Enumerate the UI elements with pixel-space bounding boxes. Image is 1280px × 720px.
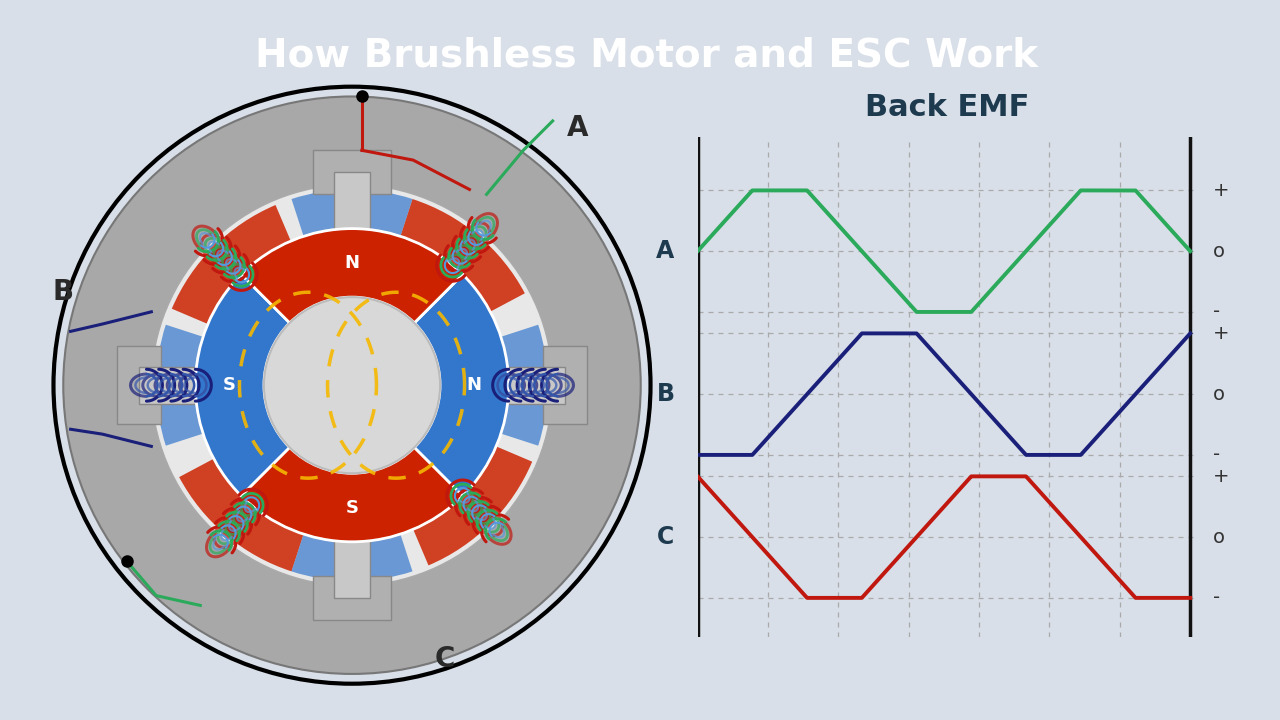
Text: -: - bbox=[1213, 588, 1220, 608]
Text: B: B bbox=[52, 278, 74, 306]
Wedge shape bbox=[156, 325, 352, 446]
Wedge shape bbox=[241, 448, 463, 541]
Polygon shape bbox=[312, 150, 392, 194]
Wedge shape bbox=[241, 228, 463, 323]
Text: o: o bbox=[1213, 528, 1225, 546]
Wedge shape bbox=[352, 325, 548, 446]
Polygon shape bbox=[334, 172, 370, 265]
Text: N: N bbox=[344, 254, 360, 272]
Polygon shape bbox=[140, 367, 232, 403]
Text: o: o bbox=[1213, 384, 1225, 404]
Wedge shape bbox=[292, 189, 412, 385]
Text: -: - bbox=[1213, 302, 1220, 321]
Wedge shape bbox=[415, 274, 508, 496]
Text: +: + bbox=[1213, 181, 1230, 200]
Text: +: + bbox=[1213, 467, 1230, 486]
Title: Back EMF: Back EMF bbox=[865, 93, 1029, 122]
Text: A: A bbox=[657, 239, 675, 264]
Circle shape bbox=[63, 96, 641, 674]
Polygon shape bbox=[116, 346, 161, 424]
Text: S: S bbox=[346, 498, 358, 516]
Text: S: S bbox=[223, 376, 236, 395]
Text: A: A bbox=[566, 114, 588, 143]
Wedge shape bbox=[292, 385, 412, 581]
Polygon shape bbox=[472, 367, 564, 403]
Text: N: N bbox=[467, 376, 481, 395]
Wedge shape bbox=[352, 199, 525, 385]
Polygon shape bbox=[543, 346, 588, 424]
Text: +: + bbox=[1213, 324, 1230, 343]
Text: How Brushless Motor and ESC Work: How Brushless Motor and ESC Work bbox=[255, 37, 1038, 75]
Text: o: o bbox=[1213, 242, 1225, 261]
Text: -: - bbox=[1213, 446, 1220, 464]
Polygon shape bbox=[312, 576, 392, 620]
Text: C: C bbox=[435, 645, 456, 673]
Text: C: C bbox=[658, 525, 675, 549]
Circle shape bbox=[264, 297, 440, 473]
Wedge shape bbox=[172, 205, 352, 385]
Polygon shape bbox=[334, 505, 370, 598]
Text: B: B bbox=[657, 382, 675, 406]
Wedge shape bbox=[179, 385, 352, 572]
Circle shape bbox=[151, 184, 553, 586]
Wedge shape bbox=[352, 385, 532, 565]
Wedge shape bbox=[196, 274, 289, 496]
